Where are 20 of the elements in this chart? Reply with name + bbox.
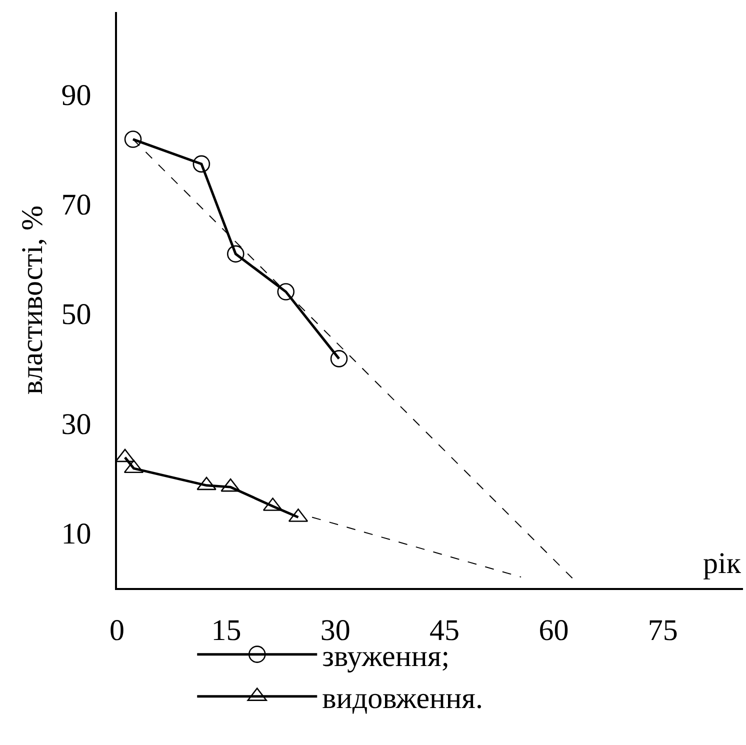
legend-label: видовження. [322, 682, 483, 716]
point [115, 448, 135, 462]
y-tick-label: 50 [61, 298, 92, 332]
x-tick-label: 75 [648, 614, 678, 647]
y-tick-label: 90 [61, 78, 92, 112]
y-tick-label: 10 [61, 518, 92, 551]
point [220, 478, 240, 492]
y-axis-title: властивості, % [16, 206, 49, 394]
point [192, 155, 210, 173]
x-axis-title: рік [703, 547, 742, 580]
y-tick-label: 30 [61, 408, 92, 441]
x-tick-label: 15 [211, 614, 242, 647]
x-tick-label: 60 [538, 614, 569, 647]
point [124, 130, 142, 148]
point [277, 283, 295, 300]
point [196, 476, 216, 490]
point [227, 245, 244, 263]
y-tick-label: 70 [61, 188, 92, 222]
x-tick-label: 0 [110, 614, 124, 647]
point [330, 350, 348, 368]
